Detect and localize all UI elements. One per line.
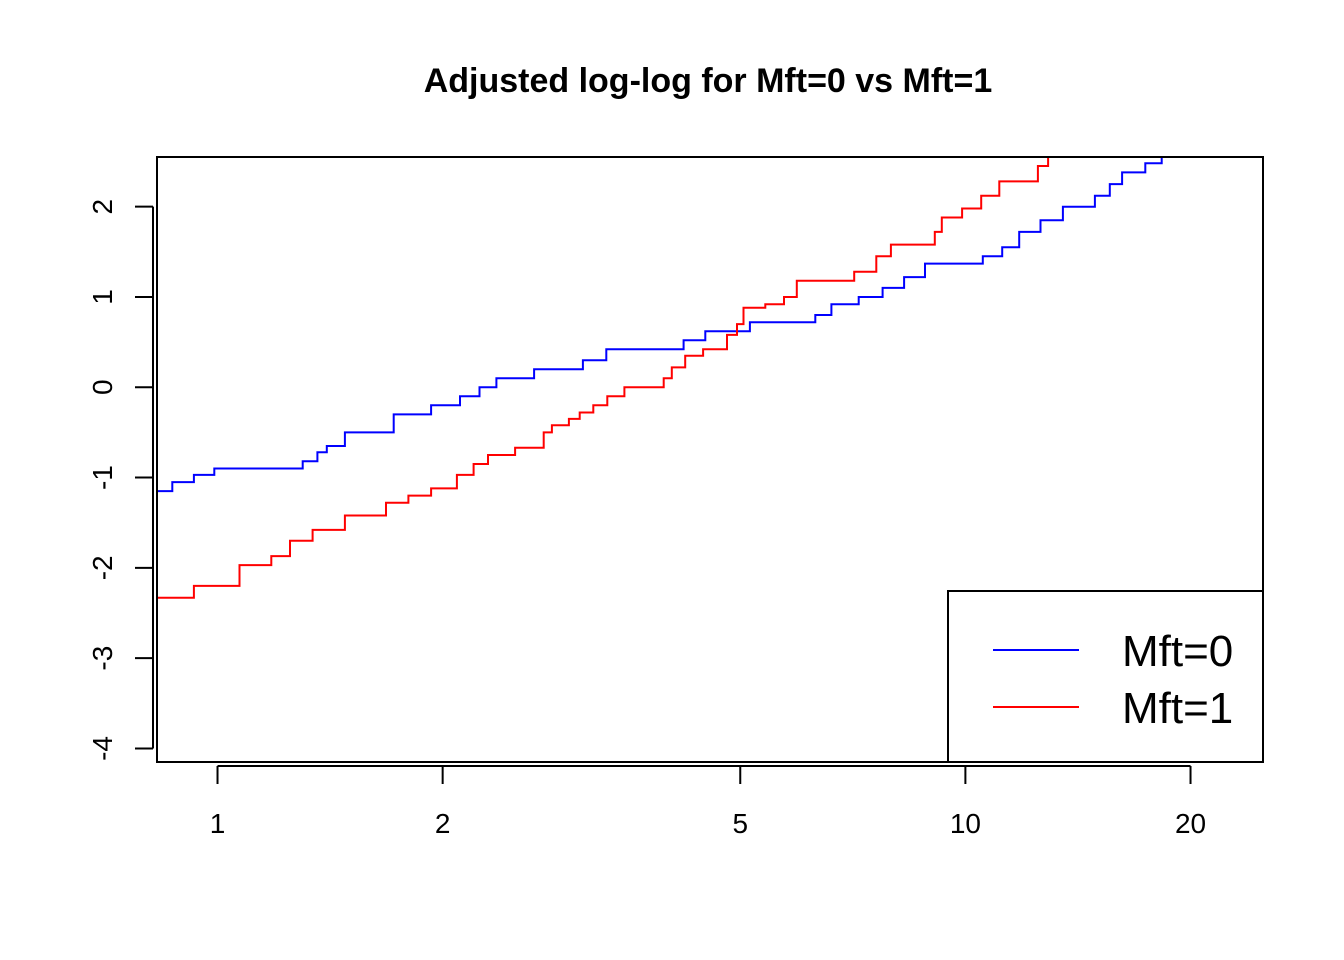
series-line-mft0 <box>157 157 1163 493</box>
series-line-mft1 <box>157 157 1050 599</box>
y-tick-label-0: 0 <box>87 379 118 395</box>
x-axis: 1 2 5 10 20 <box>210 765 1206 839</box>
legend-box <box>947 590 1264 763</box>
plot-area-frame <box>156 156 1264 763</box>
y-axis: -4 -3 -2 -1 0 1 2 <box>87 199 154 761</box>
x-tick-label-2: 2 <box>435 808 451 839</box>
x-tick-label-20: 20 <box>1175 808 1206 839</box>
legend-label-mft0: Mft=0 <box>1122 627 1233 676</box>
chart-title: Adjusted log-log for Mft=0 vs Mft=1 <box>424 62 993 100</box>
y-tick-label--2: -2 <box>87 555 118 580</box>
y-tick-label--3: -3 <box>87 646 118 671</box>
x-tick-label-1: 1 <box>210 808 226 839</box>
legend-label-mft1: Mft=1 <box>1122 684 1233 733</box>
y-tick-label-1: 1 <box>87 289 118 305</box>
x-tick-label-10: 10 <box>950 808 981 839</box>
y-tick-label--4: -4 <box>87 736 118 761</box>
series-layer <box>157 157 1163 599</box>
y-tick-label--1: -1 <box>87 465 118 490</box>
y-tick-label-2: 2 <box>87 199 118 215</box>
legend: Mft=0 Mft=1 <box>947 590 1264 763</box>
x-tick-label-5: 5 <box>732 808 748 839</box>
